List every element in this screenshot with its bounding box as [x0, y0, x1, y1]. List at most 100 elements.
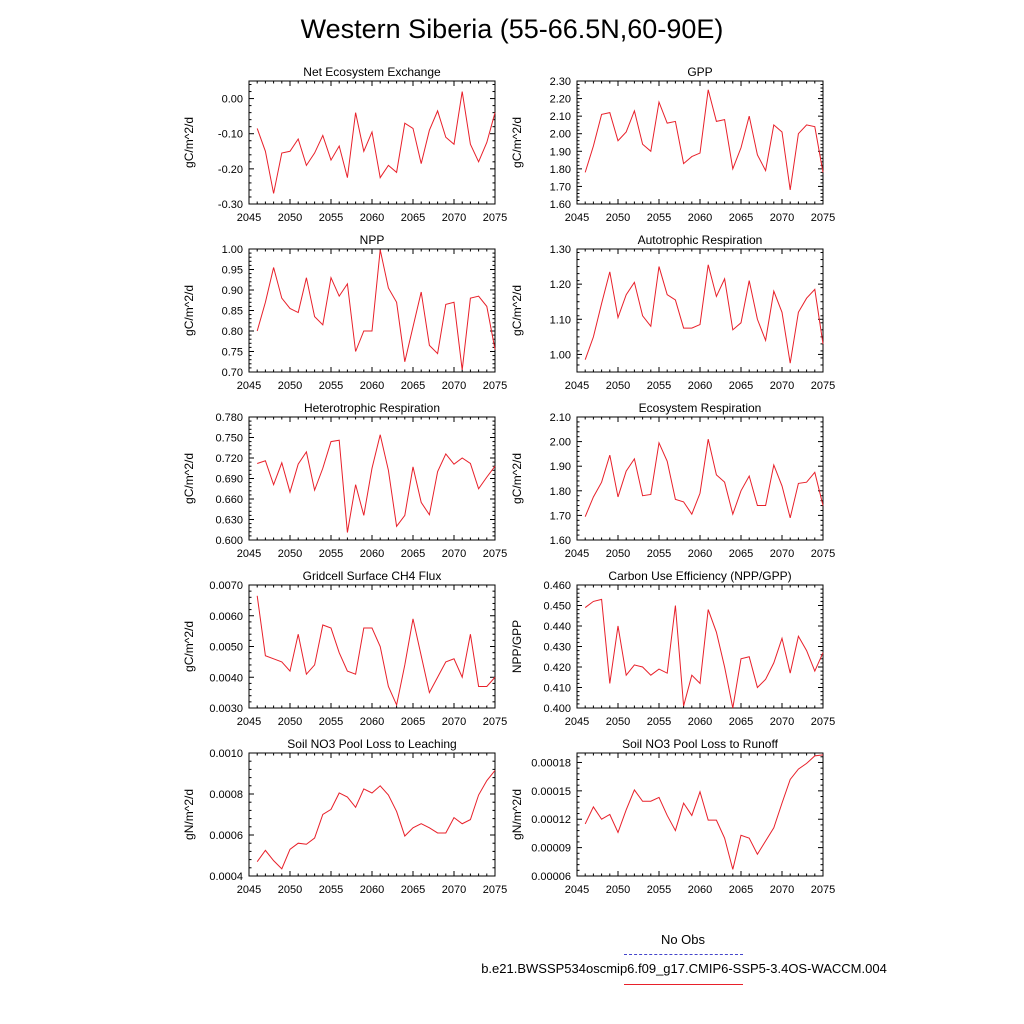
panel-title: NPP: [360, 233, 385, 247]
x-tick-label: 2075: [811, 380, 835, 392]
y-tick-label: 2.00: [550, 129, 571, 141]
y-tick-label: 0.90: [222, 285, 243, 297]
y-tick-label: 0.0050: [209, 642, 243, 654]
y-tick-label: 0.410: [543, 683, 571, 695]
chart-panel: Ecosystem Respiration gC/m^2/d 2045 2050 205…: [510, 401, 835, 560]
y-tick-label: 0.00006: [531, 871, 571, 883]
y-tick-label: 1.70: [550, 510, 571, 522]
x-tick-label: 2050: [606, 716, 630, 728]
y-tick-label: 0.0070: [209, 580, 243, 592]
x-tick-label: 2070: [442, 212, 466, 224]
x-tick-label: 2075: [483, 884, 507, 896]
y-axis-label: gN/m^2/d: [510, 789, 524, 840]
x-tick-label: 2060: [688, 548, 712, 560]
x-tick-label: 2055: [319, 380, 343, 392]
y-tick-label: -0.30: [218, 199, 243, 211]
y-tick-label: 0.420: [543, 662, 571, 674]
y-tick-label: 0.600: [215, 535, 243, 547]
panel-title: Autotrophic Respiration: [638, 233, 763, 247]
y-tick-label: 0.00015: [531, 786, 571, 798]
y-tick-label: 0.440: [543, 621, 571, 633]
x-tick-label: 2070: [770, 212, 794, 224]
y-tick-label: 1.00: [222, 244, 243, 256]
x-tick-label: 2075: [483, 380, 507, 392]
x-tick-label: 2060: [360, 212, 384, 224]
y-tick-label: 0.0060: [209, 611, 243, 623]
y-tick-label: 1.90: [550, 146, 571, 158]
x-tick-label: 2050: [606, 380, 630, 392]
plot-frame: [248, 752, 496, 877]
y-tick-label: 0.630: [215, 515, 243, 527]
x-tick-label: 2045: [565, 212, 589, 224]
x-tick-label: 2065: [401, 716, 425, 728]
chart-panel: Autotrophic Respiration gC/m^2/d 2045 2050 2…: [510, 233, 835, 392]
plot-frame: [576, 80, 824, 205]
x-tick-label: 2045: [565, 716, 589, 728]
y-tick-label: 0.70: [222, 367, 243, 379]
y-tick-label: 1.90: [550, 461, 571, 473]
y-tick-label: 2.10: [550, 111, 571, 123]
x-tick-label: 2070: [770, 548, 794, 560]
x-tick-label: 2075: [483, 212, 507, 224]
x-tick-label: 2045: [565, 884, 589, 896]
chart-panel: Net Ecosystem Exchange gC/m^2/d 2045 2050 20…: [182, 65, 507, 224]
x-tick-label: 2045: [237, 548, 261, 560]
panel-title: Soil NO3 Pool Loss to Leaching: [287, 737, 456, 751]
y-tick-label: 0.00: [222, 94, 243, 106]
x-tick-label: 2050: [606, 212, 630, 224]
y-axis-label: gC/m^2/d: [510, 453, 524, 504]
y-tick-label: 1.80: [550, 486, 571, 498]
x-tick-label: 2055: [319, 716, 343, 728]
y-tick-label: 0.00009: [531, 843, 571, 855]
y-axis-label: gC/m^2/d: [182, 621, 196, 672]
x-tick-label: 2070: [770, 884, 794, 896]
y-axis-label: gC/m^2/d: [510, 117, 524, 168]
panel-title: Ecosystem Respiration: [639, 401, 762, 415]
x-tick-label: 2055: [647, 716, 671, 728]
plot-frame: [576, 752, 824, 877]
x-tick-label: 2060: [360, 884, 384, 896]
x-tick-label: 2060: [360, 548, 384, 560]
x-tick-label: 2065: [401, 884, 425, 896]
x-tick-label: 2075: [811, 716, 835, 728]
x-tick-label: 2045: [237, 884, 261, 896]
y-axis-label: gC/m^2/d: [182, 453, 196, 504]
plot-frame: [576, 248, 824, 373]
plot-frame: [248, 80, 496, 205]
x-tick-label: 2065: [729, 548, 753, 560]
figure-title: Western Siberia (55-66.5N,60-90E): [300, 14, 724, 44]
chart-panel: GPP gC/m^2/d 2045 2050 2055 2060 2065 2070 2075 2…: [510, 65, 835, 224]
panel-title: GPP: [687, 65, 712, 79]
y-tick-label: 0.450: [543, 601, 571, 613]
x-tick-label: 2045: [565, 548, 589, 560]
y-tick-label: 0.460: [543, 580, 571, 592]
chart-panel: NPP gC/m^2/d 2045 2050 2055 2060 2065 2070 2075 1…: [182, 233, 507, 392]
panel-title: Carbon Use Efficiency (NPP/GPP): [608, 569, 791, 583]
chart-panel: Heterotrophic Respiration gC/m^2/d 2045 205…: [182, 401, 507, 560]
x-tick-label: 2055: [647, 380, 671, 392]
x-tick-label: 2055: [647, 884, 671, 896]
x-tick-label: 2060: [688, 212, 712, 224]
y-tick-label: 0.430: [543, 642, 571, 654]
x-tick-label: 2050: [606, 884, 630, 896]
x-tick-label: 2050: [606, 548, 630, 560]
x-tick-label: 2065: [729, 716, 753, 728]
y-tick-label: 0.85: [222, 306, 243, 318]
x-tick-label: 2075: [483, 548, 507, 560]
x-tick-label: 2075: [811, 548, 835, 560]
y-tick-label: 0.400: [543, 703, 571, 715]
series-line: [584, 598, 824, 709]
x-tick-label: 2070: [442, 380, 466, 392]
series-line: [256, 595, 496, 707]
x-tick-label: 2075: [483, 716, 507, 728]
chart-panel: Soil NO3 Pool Loss to Runoff gN/m^2/d 2045…: [510, 737, 835, 896]
y-tick-label: -0.10: [218, 129, 243, 141]
x-tick-label: 2050: [278, 380, 302, 392]
y-tick-label: -0.20: [218, 164, 243, 176]
y-tick-label: 0.0006: [209, 830, 243, 842]
x-tick-label: 2070: [770, 380, 794, 392]
x-tick-label: 2060: [688, 884, 712, 896]
x-tick-label: 2045: [565, 380, 589, 392]
panel-title: Soil NO3 Pool Loss to Runoff: [622, 737, 779, 751]
x-tick-label: 2065: [401, 380, 425, 392]
